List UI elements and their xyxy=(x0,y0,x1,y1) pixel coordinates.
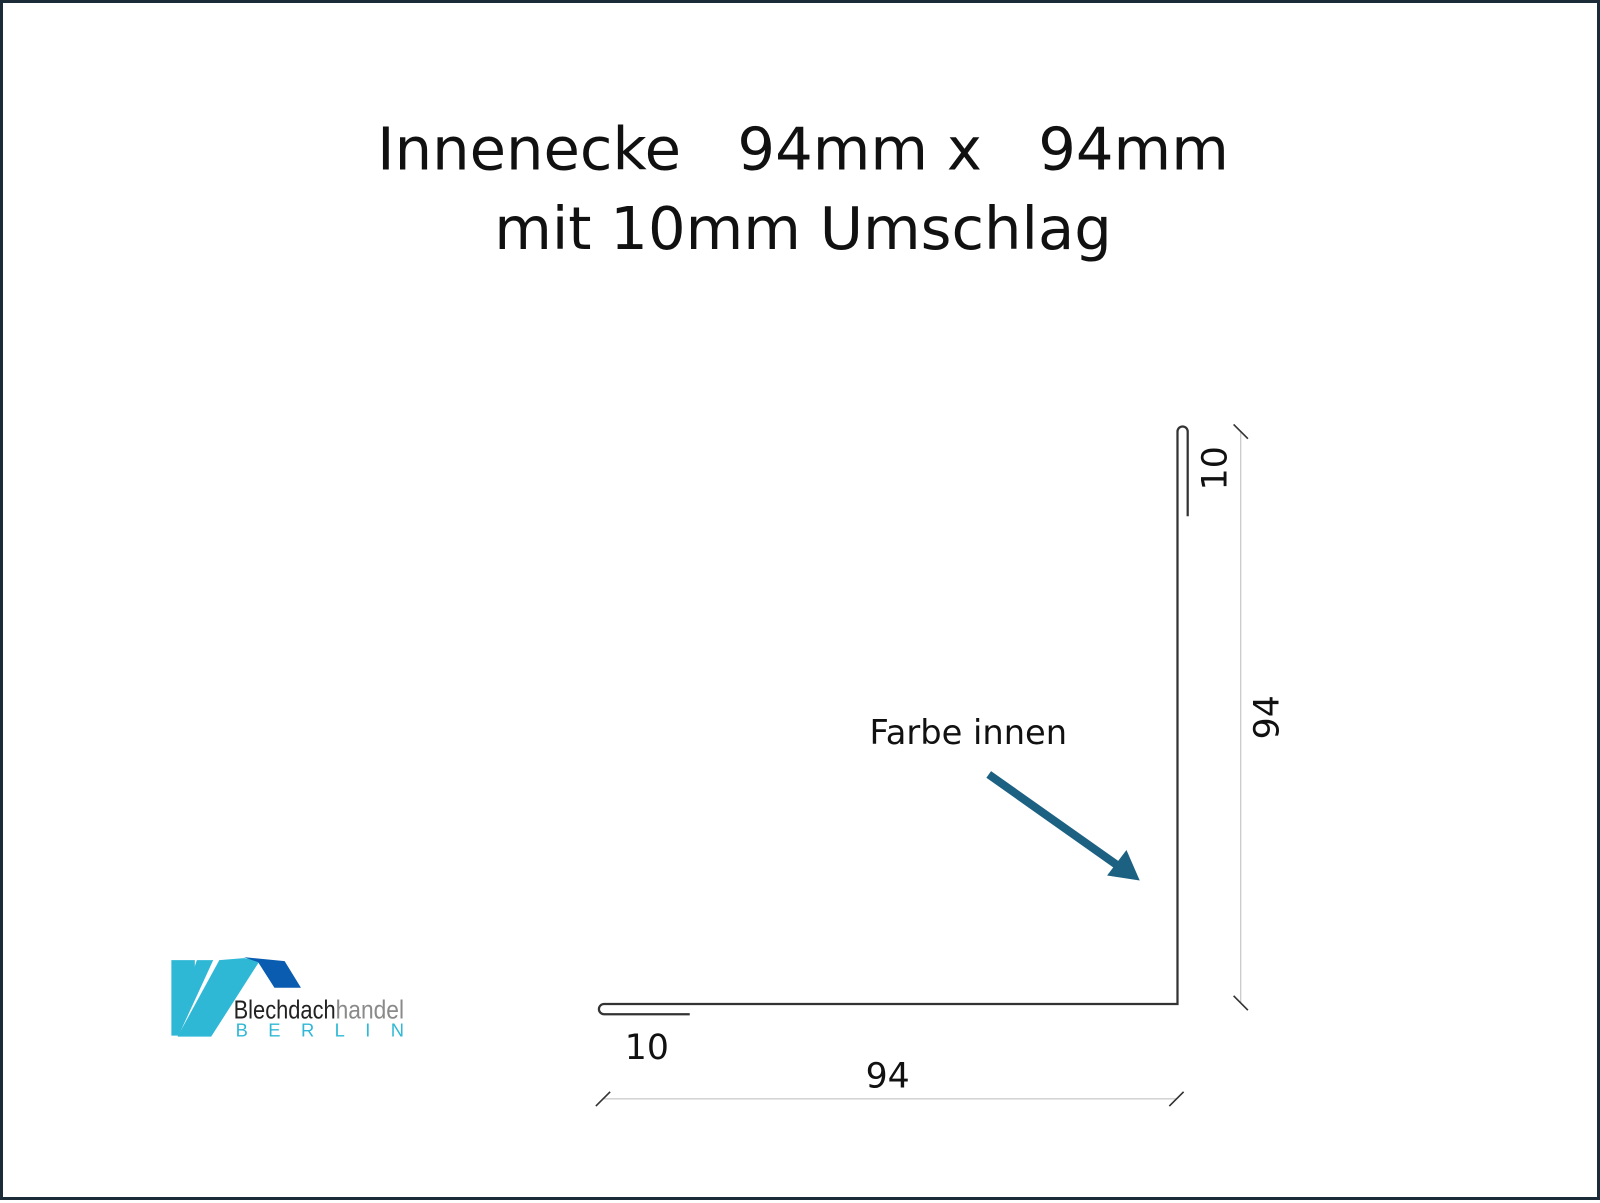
dimension-tick xyxy=(1233,995,1249,1011)
bottom-hem-dimension: 10 xyxy=(625,1028,669,1068)
sheet-profile xyxy=(597,425,1189,1016)
dimension-tick xyxy=(595,1091,611,1107)
color-side-annotation: Farbe innen xyxy=(870,713,1068,752)
arrow-icon xyxy=(986,771,1140,881)
dimension-tick xyxy=(1168,1091,1185,1107)
vertical-leg-dimension: 94 xyxy=(1248,695,1288,739)
logo: Blechdach handel BERLIN xyxy=(171,957,425,1041)
title-line-2: mit 10mm Umschlag xyxy=(494,194,1112,263)
title-line-1: Innenecke 94mm x 94mm xyxy=(377,114,1229,183)
profile-drawing: Innenecke 94mm x 94mm mit 10mm Umschlag … xyxy=(171,114,1288,1107)
horizontal-leg-dimension: 94 xyxy=(866,1057,910,1097)
logo-subtitle: BERLIN xyxy=(236,1020,425,1041)
top-hem-dimension: 10 xyxy=(1195,446,1235,490)
logo-word-1: Blechdach xyxy=(234,996,336,1024)
logo-word-2: handel xyxy=(336,996,404,1024)
dimension-tick xyxy=(1233,423,1249,440)
